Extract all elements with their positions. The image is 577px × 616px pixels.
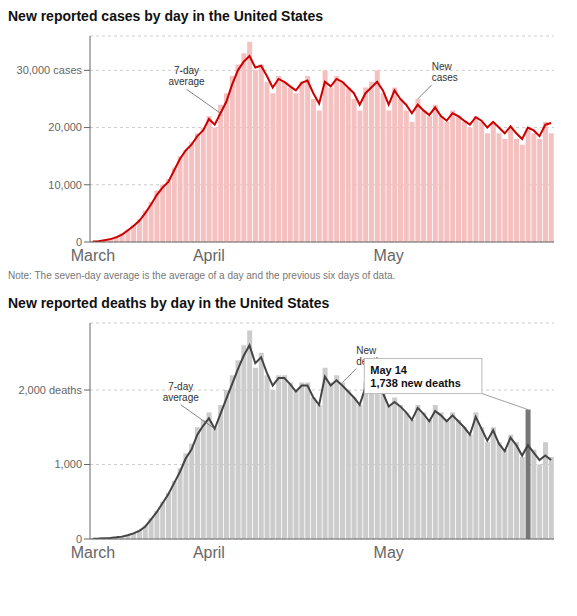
html-text:New reported deaths by day in: New reported deaths by day in the United… xyxy=(8,295,330,311)
svg-text:10,000: 10,000 xyxy=(48,179,82,191)
svg-text:30,000 cases: 30,000 cases xyxy=(17,64,83,76)
svg-text:March: March xyxy=(71,544,115,561)
svg-text:0: 0 xyxy=(76,236,82,248)
svg-text:Newcases: Newcases xyxy=(432,61,458,83)
svg-text:April: April xyxy=(193,544,225,561)
svg-text:April: April xyxy=(193,247,225,264)
html-text:New: New xyxy=(356,344,377,356)
svg-text:1,000: 1,000 xyxy=(54,458,82,470)
svg-text:May: May xyxy=(374,247,404,264)
svg-text:7-dayaverage: 7-dayaverage xyxy=(163,381,200,403)
svg-text:May 141,738 new deaths: May 141,738 new deaths xyxy=(370,364,461,389)
svg-text:May: May xyxy=(374,544,404,561)
svg-text:2,000 deaths: 2,000 deaths xyxy=(18,384,82,396)
html-text:New reported cases by day in t: New reported cases by day in the United … xyxy=(8,8,324,24)
svg-text:March: March xyxy=(71,247,115,264)
svg-text:20,000: 20,000 xyxy=(48,121,82,133)
svg-text:7-dayaverage: 7-dayaverage xyxy=(168,65,205,87)
html-text:Note: The seven-day average is: Note: The seven-day average is the avera… xyxy=(8,270,396,281)
svg-text:0: 0 xyxy=(76,533,82,545)
html-text:deaths: deaths xyxy=(356,355,387,367)
